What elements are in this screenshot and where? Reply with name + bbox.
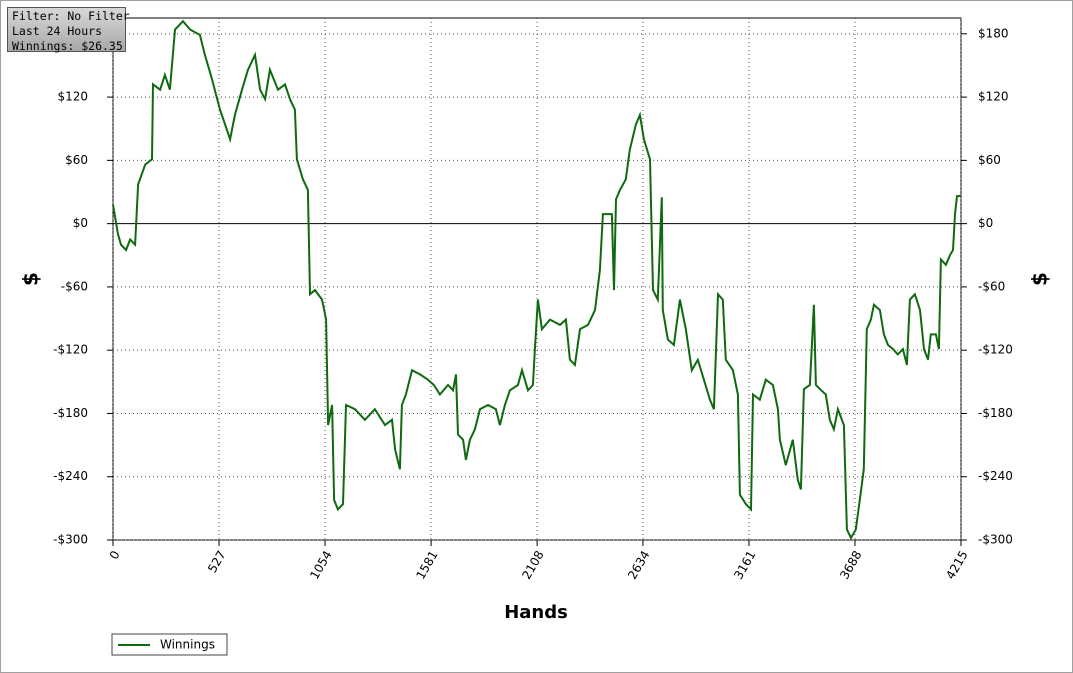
y2-axis-title: $ bbox=[1028, 272, 1052, 286]
info-line: Winnings: $26.35 bbox=[12, 39, 123, 53]
y2-tick-label: $120 bbox=[978, 90, 1009, 104]
legend-label: Winnings bbox=[160, 638, 215, 652]
info-line: Filter: No Filter bbox=[12, 9, 130, 23]
x-tick-label: 2108 bbox=[519, 548, 546, 581]
x-tick-label: 4215 bbox=[943, 548, 970, 581]
x-tick-label: 1054 bbox=[307, 548, 334, 581]
legend bbox=[111, 633, 228, 656]
y-tick-label: -$60 bbox=[61, 279, 88, 293]
y2-tick-label: -$180 bbox=[978, 406, 1013, 420]
x-tick-label: 0 bbox=[107, 548, 123, 562]
y-axis-title: $ bbox=[19, 272, 43, 286]
y2-tick-label: $180 bbox=[978, 26, 1009, 40]
y-tick-label: $120 bbox=[57, 90, 88, 104]
x-tick-label: 2634 bbox=[625, 548, 652, 581]
y2-tick-label: -$120 bbox=[978, 343, 1013, 357]
y2-tick-label: -$60 bbox=[978, 279, 1005, 293]
y-tick-label: $0 bbox=[73, 216, 88, 230]
y2-tick-label: -$300 bbox=[978, 533, 1013, 547]
x-tick-label: 3688 bbox=[837, 548, 864, 581]
x-tick-label: 1581 bbox=[413, 548, 440, 581]
y2-tick-label: $0 bbox=[978, 216, 993, 230]
y-tick-label: -$120 bbox=[53, 343, 88, 357]
x-tick-label: 3161 bbox=[731, 548, 758, 581]
y-tick-label: $60 bbox=[65, 153, 88, 167]
info-line: Last 24 Hours bbox=[12, 24, 103, 38]
x-tick-label: 527 bbox=[205, 548, 229, 575]
y-tick-label: -$300 bbox=[53, 533, 88, 547]
info-box: Filter: No Filter Last 24 Hours Winnings… bbox=[7, 7, 130, 53]
x-axis-title: Hands bbox=[504, 602, 568, 623]
y-tick-label: -$240 bbox=[53, 469, 88, 483]
y-tick-label: -$180 bbox=[53, 406, 88, 420]
y2-tick-label: -$240 bbox=[978, 469, 1013, 483]
data-line bbox=[112, 19, 962, 541]
y2-tick-label: $60 bbox=[978, 153, 1001, 167]
